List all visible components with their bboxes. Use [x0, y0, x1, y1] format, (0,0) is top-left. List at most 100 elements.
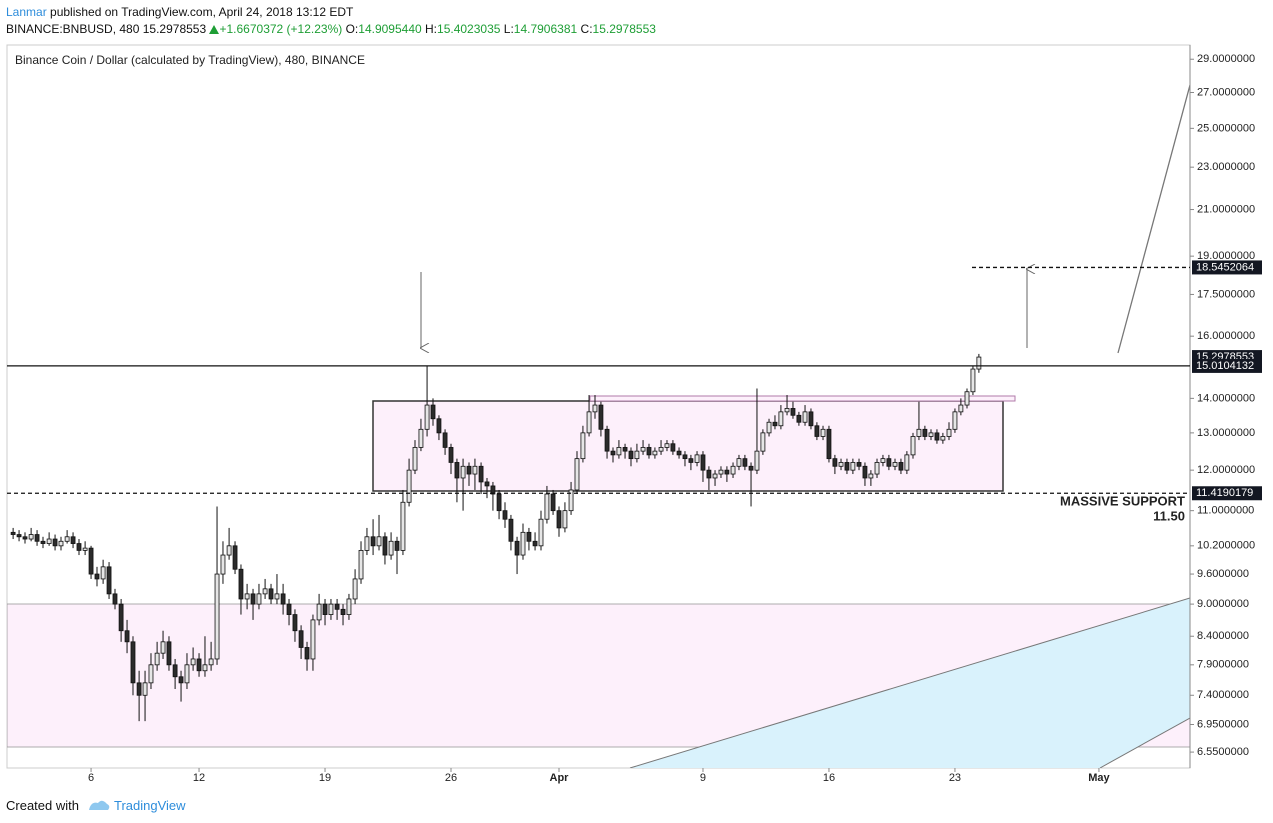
channel-line	[1099, 717, 1190, 768]
candle-body	[508, 518, 514, 542]
candle-body	[304, 647, 310, 660]
candle-body	[844, 462, 850, 471]
candle-body	[76, 543, 82, 551]
candle-body	[826, 428, 832, 460]
published: published on TradingView.com, April 24, …	[50, 5, 354, 19]
candle-body	[472, 465, 478, 475]
candle-body	[730, 465, 736, 475]
o-label: O:	[345, 22, 359, 36]
candle-body	[352, 578, 358, 600]
candle-body	[328, 603, 334, 615]
candle-body	[154, 652, 160, 666]
price-tag	[1192, 260, 1262, 275]
candle-body	[682, 454, 688, 460]
candle-body	[166, 641, 172, 666]
candle-body	[88, 547, 94, 575]
candle-body	[280, 593, 286, 605]
annotation: 11.50	[1153, 508, 1185, 523]
candle-body	[226, 545, 232, 556]
candle-body	[40, 540, 46, 544]
candle-body	[520, 531, 526, 556]
candle-body	[628, 450, 634, 460]
brand[interactable]: TradingView	[114, 798, 186, 813]
candle-body	[136, 682, 142, 696]
candle-body	[556, 510, 562, 529]
candle-body	[526, 531, 532, 542]
candle-body	[220, 554, 226, 575]
candle-body	[346, 598, 352, 615]
candle-body	[814, 425, 820, 437]
candle-body	[928, 432, 934, 437]
candle-body	[244, 593, 250, 600]
l-label: L:	[503, 22, 514, 36]
candle-body	[538, 518, 544, 547]
y-tick-label: 7.4000000	[1197, 689, 1249, 701]
change: +1.6670372 (+12.23%)	[219, 22, 343, 36]
candle-body	[562, 510, 568, 529]
candle-body	[400, 501, 406, 551]
candle-body	[28, 534, 34, 540]
author[interactable]: Lanmar	[6, 5, 47, 19]
candle-body	[52, 538, 58, 547]
y-tick-label: 12.0000000	[1197, 464, 1255, 476]
x-tick-label: 6	[88, 772, 94, 784]
candle-body	[232, 545, 238, 570]
candle-body	[898, 462, 904, 471]
candle-body	[964, 391, 970, 406]
candle-body	[448, 447, 454, 463]
candle-body	[592, 404, 598, 413]
drawings	[7, 84, 1190, 768]
candle-body	[184, 664, 190, 684]
candle-body	[838, 462, 844, 467]
candle-body	[340, 608, 346, 615]
candle-body	[358, 550, 364, 580]
candle-body	[388, 540, 394, 556]
candle-body	[160, 641, 166, 654]
candle-body	[412, 447, 418, 471]
price-tag-label: 11.4190179	[1196, 487, 1253, 499]
candle-body	[454, 462, 460, 479]
last-price: 15.2978553	[142, 22, 207, 36]
candle-body	[568, 489, 574, 512]
channel-line	[629, 597, 1190, 768]
candle-body	[262, 588, 268, 595]
candle-body	[496, 493, 502, 512]
candle-body	[802, 411, 808, 423]
x-tick-label: May	[1088, 772, 1110, 784]
candles	[10, 353, 982, 722]
y-tick-label: 10.2000000	[1197, 540, 1255, 552]
x-tick-label: 12	[193, 772, 205, 784]
candle-body	[916, 428, 922, 437]
tv-logo	[88, 800, 109, 810]
chart-title: Binance Coin / Dollar (calculated by Tra…	[15, 53, 365, 67]
candle-body	[10, 531, 16, 535]
candle-body	[736, 458, 742, 467]
candle-body	[100, 566, 106, 580]
price-tag-label: 18.5452064	[1196, 261, 1254, 273]
y-tick-label: 16.0000000	[1197, 330, 1255, 342]
candle-body	[970, 368, 976, 393]
candle-body	[382, 536, 388, 556]
candle-body	[208, 658, 214, 666]
y-tick-label: 6.5500000	[1197, 746, 1249, 758]
y-tick-label: 25.0000000	[1197, 122, 1255, 134]
candle-body	[724, 469, 730, 475]
y-tick-label: 7.9000000	[1197, 659, 1249, 671]
candle-body	[178, 676, 184, 684]
y-tick-label: 11.0000000	[1197, 505, 1254, 517]
candle-body	[772, 421, 778, 427]
candle-body	[34, 534, 40, 542]
candle-body	[922, 428, 928, 437]
candle-body	[760, 432, 766, 452]
candle-body	[148, 664, 154, 684]
candle-body	[82, 547, 88, 551]
candle-body	[688, 458, 694, 463]
candle-body	[946, 428, 952, 437]
x-tick-label: 16	[823, 772, 835, 784]
o: 14.9095440	[358, 22, 422, 36]
candle-body	[370, 536, 376, 547]
candle-body	[904, 454, 910, 471]
y-tick-label: 9.6000000	[1197, 568, 1249, 580]
candle-body	[376, 536, 382, 547]
candle-body	[940, 436, 946, 441]
